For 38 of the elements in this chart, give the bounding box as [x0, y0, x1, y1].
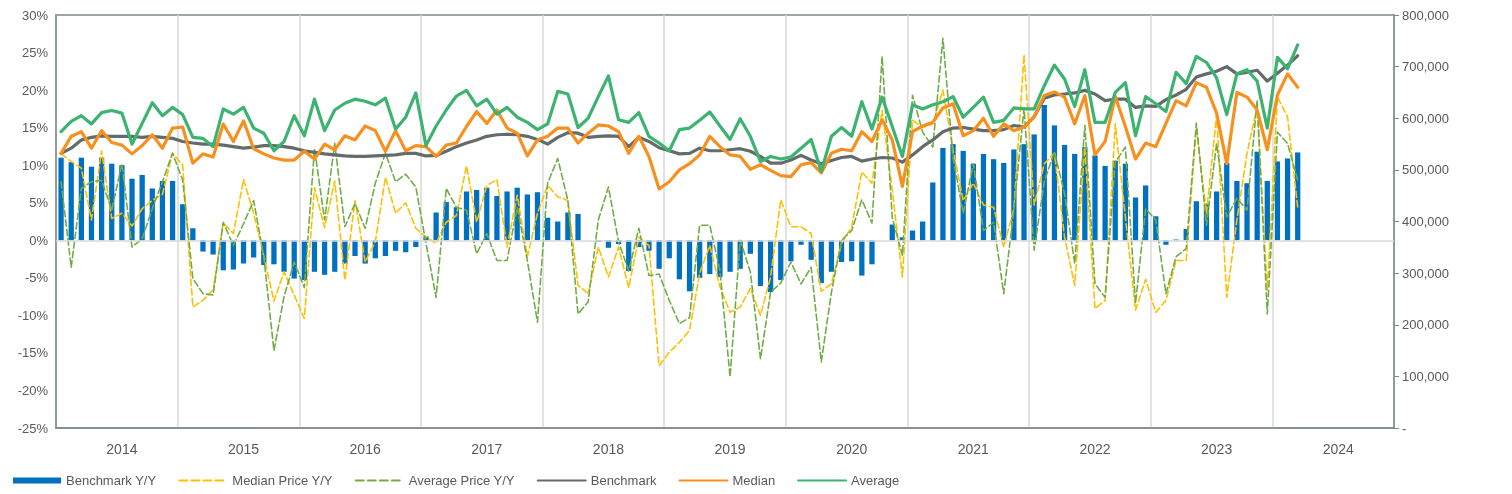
- y2-tick-label: 700,000: [1402, 59, 1449, 75]
- y2-tick-label: 100,000: [1402, 368, 1449, 384]
- x-tick-label: 2019: [714, 441, 746, 457]
- legend-label: Benchmark Y/Y: [66, 473, 157, 488]
- y-tick-label: 20%: [21, 82, 49, 98]
- y2-tick-label: 200,000: [1402, 317, 1449, 333]
- y2-tick-label: 800,000: [1402, 7, 1449, 23]
- x-tick-label: 2018: [592, 441, 625, 457]
- y-tick-label: -15%: [17, 345, 49, 361]
- y2-tick-label: -: [1402, 420, 1407, 436]
- y2-tick-label: 600,000: [1402, 110, 1449, 126]
- y-tick-label: -10%: [17, 307, 49, 323]
- legend-label: Average Price Y/Y: [408, 473, 515, 488]
- legend-label: Benchmark: [590, 473, 657, 488]
- y-tick-label: -25%: [17, 420, 49, 436]
- y-tick-label: 30%: [21, 7, 49, 23]
- y-tick-label: 10%: [21, 157, 49, 173]
- y-tick-label: 5%: [29, 195, 49, 211]
- legend-label: Median Price Y/Y: [232, 473, 333, 488]
- y-tick-label: 0%: [29, 232, 49, 248]
- y2-tick-label: 300,000: [1402, 265, 1449, 281]
- x-tick-label: 2022: [1079, 441, 1111, 457]
- x-tick-label: 2014: [106, 441, 138, 457]
- legend-label: Median: [732, 473, 776, 488]
- y2-tick-label: 500,000: [1402, 162, 1449, 178]
- x-tick-label: 2016: [349, 441, 381, 457]
- x-tick-label: 2015: [227, 441, 260, 457]
- x-tick-label: 2017: [471, 441, 503, 457]
- y-tick-label: 25%: [21, 45, 49, 61]
- y-tick-label: 15%: [21, 120, 49, 136]
- y2-tick-label: 400,000: [1402, 214, 1449, 229]
- x-tick-label: 2020: [836, 441, 868, 457]
- x-tick-label: 2023: [1201, 441, 1233, 457]
- y-tick-label: -5%: [24, 270, 49, 286]
- legend-label: Average: [851, 473, 900, 488]
- x-tick-label: 2024: [1322, 441, 1355, 457]
- x-tick-label: 2021: [957, 441, 990, 457]
- y-tick-label: -20%: [17, 382, 49, 398]
